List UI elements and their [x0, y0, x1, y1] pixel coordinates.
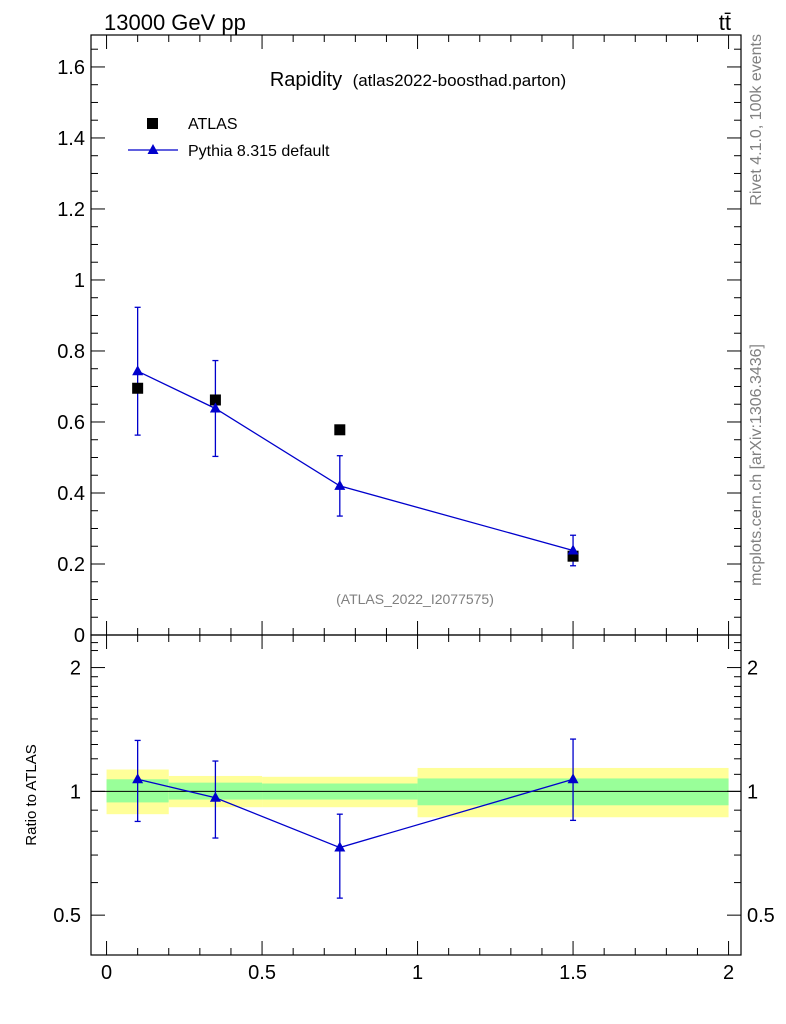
main-data-layer: [132, 306, 579, 567]
ratio-mc-point: [334, 841, 346, 852]
mc-data-point: [209, 402, 221, 413]
main-axis-ticks: 0 0.2 0.4 0.6 0.8 1 1.2 1.4 1.6: [57, 35, 741, 647]
ratio-x-tick-label: 0.5: [248, 962, 276, 984]
ratio-uncertainty-bands: [106, 767, 729, 818]
ratio-y-tick-label-left: 1: [70, 781, 81, 803]
mc-data-point: [132, 365, 144, 376]
legend-mc-label: Pythia 8.315 default: [188, 143, 330, 160]
mc-data-point: [567, 544, 579, 555]
atlas-data-point: [567, 550, 579, 562]
plot-title: Rapidity (atlas2022-boosthad.parton): [270, 69, 566, 91]
legend-mc-marker: [147, 144, 159, 154]
ratio-y-tick-label-right: 1: [747, 781, 758, 803]
ratio-mc-line: [137, 778, 574, 849]
ratio-data-layer: [132, 738, 579, 899]
mc-series-line: [137, 370, 574, 552]
ratio-y-tick-label-right: 0.5: [747, 905, 775, 927]
analysis-id-label: (ATLAS_2022_I2077575): [336, 591, 494, 607]
ratio-y-tick-label-right: 2: [747, 658, 758, 680]
ratio-x-tick-label: 0: [101, 962, 112, 984]
mc-data-point: [334, 479, 346, 490]
plot-title-sub: (atlas2022-boosthad.parton): [353, 71, 567, 90]
ratio-y-tick-label-left: 0.5: [53, 905, 81, 927]
ratio-x-tick-label: 2: [723, 962, 734, 984]
energy-label: 13000 GeV pp: [104, 10, 246, 35]
ratio-x-tick-label: 1: [412, 962, 423, 984]
main-y-tick-label: 1: [74, 270, 85, 292]
ratio-axis-ticks: 0.5 0.5 1 1 2 2 0 0.5 1 1.5 2: [53, 635, 775, 984]
ratio-mc-point: [567, 773, 579, 784]
rivet-version-label: Rivet 4.1.0, 100k events: [748, 34, 765, 206]
main-y-tick-label: 0.4: [57, 483, 85, 505]
main-y-tick-label: 1.2: [57, 199, 85, 221]
main-y-tick-label: 1.6: [57, 57, 85, 79]
main-panel: 0 0.2 0.4 0.6 0.8 1 1.2 1.4 1.6 Rapidity (atlas2…: [57, 34, 742, 647]
site-reference-label: mcplots.cern.ch [arXiv:1306.3436]: [748, 344, 765, 586]
ratio-y-axis-label: Ratio to ATLAS: [23, 744, 40, 845]
ratio-mc-point: [209, 791, 221, 802]
legend: ATLAS Pythia 8.315 default: [128, 116, 330, 160]
legend-data-marker: [147, 118, 158, 129]
ratio-plot-frame: [90, 634, 742, 956]
main-y-tick-label: 0.6: [57, 412, 85, 434]
main-y-tick-label: 0.2: [57, 554, 85, 576]
atlas-data-point: [334, 424, 346, 436]
atlas-data-point: [132, 382, 144, 394]
ratio-x-tick-label: 1.5: [559, 962, 587, 984]
plot-title-main: Rapidity: [270, 69, 342, 91]
legend-data-label: ATLAS: [188, 116, 238, 133]
ratio-panel: 0.5 0.5 1 1 2 2 0 0.5 1 1.5 2 Ratio to ATLAS: [23, 634, 775, 984]
atlas-data-point: [209, 394, 221, 406]
main-y-tick-label: 1.4: [57, 128, 85, 150]
main-y-tick-label: 0.8: [57, 341, 85, 363]
main-y-tick-label: 0: [74, 625, 85, 647]
ratio-y-tick-label-left: 2: [70, 658, 81, 680]
ratio-mc-point: [132, 773, 144, 784]
process-label: tt̄: [719, 10, 731, 35]
